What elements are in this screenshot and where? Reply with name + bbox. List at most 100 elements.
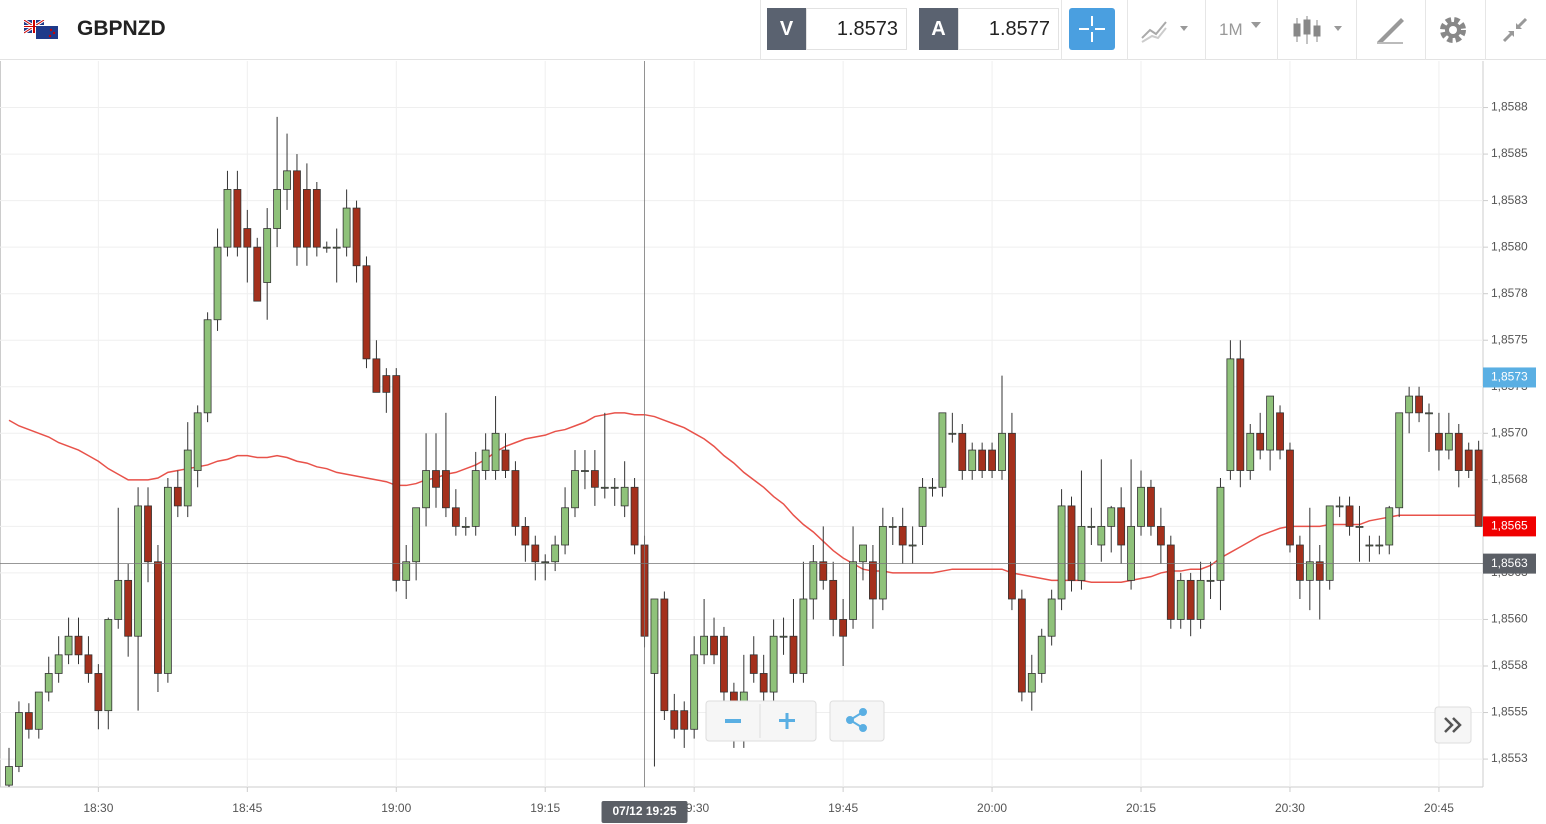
candle-body	[581, 470, 589, 472]
candle-body	[233, 189, 242, 248]
flag-icon	[24, 20, 58, 39]
candle-body	[124, 579, 133, 637]
candle-style-button[interactable]	[1290, 14, 1346, 46]
candle-body	[193, 412, 202, 471]
buy-label[interactable]: A	[919, 8, 958, 50]
candle-body	[938, 412, 947, 488]
candle-body	[1454, 432, 1463, 471]
timeframe[interactable]: 1M	[1219, 20, 1243, 39]
crosshair-y-label: 1,8563	[1491, 556, 1528, 570]
candle-body	[1435, 432, 1443, 451]
toolbar: GBPNZD V 1.8573 A 1.8577 1M	[0, 0, 1546, 60]
candle-body	[412, 507, 421, 563]
x-tick-label: 18:45	[232, 801, 262, 815]
candle-body	[15, 712, 23, 767]
candle-body	[561, 507, 569, 546]
candle-body	[24, 712, 33, 730]
candle-body	[203, 319, 212, 414]
candle-body	[1425, 412, 1433, 415]
candle-body	[759, 673, 768, 693]
candle-body	[1067, 505, 1076, 581]
price-marker-label: 1,8565	[1491, 519, 1528, 533]
candle-body	[1008, 432, 1016, 600]
candle-body	[1325, 505, 1334, 581]
candle-body	[1345, 505, 1354, 527]
candle-body	[998, 432, 1006, 471]
candle-body	[461, 525, 470, 528]
candle-body	[1415, 395, 1423, 414]
candle-body	[1286, 449, 1294, 546]
candle-body	[888, 525, 897, 528]
y-tick-label: 1,8555	[1491, 705, 1528, 719]
scroll-right-button[interactable]	[1434, 706, 1472, 744]
chart-type-button[interactable]	[1140, 16, 1194, 44]
candle-body	[451, 507, 460, 527]
candle-body	[710, 635, 718, 656]
candle-body	[620, 486, 629, 507]
zoom-controls	[705, 700, 885, 742]
candle-body	[531, 544, 540, 563]
candle-body	[1047, 598, 1056, 637]
crosshair-x-marker	[601, 801, 688, 823]
candle-body	[263, 228, 272, 283]
candle-body	[779, 635, 788, 638]
candle-body	[1444, 432, 1453, 451]
zoom-in-button[interactable]	[779, 713, 795, 729]
candle-body	[422, 470, 430, 509]
x-tick-label: 20:30	[1275, 801, 1305, 815]
candle-body	[283, 170, 291, 190]
candle-body	[44, 673, 53, 693]
candle-body	[839, 619, 848, 637]
candle-body	[243, 228, 252, 248]
candle-body	[372, 358, 381, 393]
candle-body	[660, 598, 669, 712]
candle-body	[1405, 395, 1414, 414]
candle-body	[1246, 432, 1255, 471]
candle-body	[54, 654, 63, 674]
candle-body	[1335, 505, 1344, 508]
settings-button[interactable]	[1438, 15, 1468, 45]
candle-body	[898, 525, 907, 546]
candle-body	[1127, 525, 1135, 581]
sell-label[interactable]: V	[767, 8, 806, 50]
candle-body	[312, 189, 321, 248]
y-tick-label: 1,8583	[1491, 193, 1528, 207]
zoom-out-button[interactable]	[725, 719, 741, 723]
candle-body	[700, 635, 708, 656]
candle-body	[223, 189, 232, 248]
sell-price[interactable]: 1.8573	[806, 8, 907, 50]
candle-body	[1266, 395, 1275, 451]
candle-body	[610, 486, 619, 489]
crosshair-button[interactable]	[1069, 8, 1115, 50]
share-button[interactable]	[829, 700, 885, 742]
candle-body	[551, 544, 560, 563]
candle-body	[1385, 507, 1394, 546]
price-marker	[1483, 516, 1536, 537]
x-tick-label: 20:45	[1424, 801, 1454, 815]
candle-body	[918, 486, 927, 527]
candle-body	[94, 673, 103, 712]
candle-body	[1077, 525, 1086, 581]
candle-body	[988, 449, 996, 471]
x-tick-label: 19:15	[530, 801, 560, 815]
candle-body	[928, 486, 937, 489]
candle-body	[1186, 579, 1195, 620]
candle-body	[74, 635, 83, 656]
candle-body	[382, 375, 391, 393]
candle-body	[849, 561, 857, 620]
candle-body	[1395, 412, 1404, 509]
candle-body	[332, 246, 341, 249]
candle-body	[521, 525, 530, 546]
candle-body	[1256, 432, 1265, 451]
y-tick-label: 1,8570	[1491, 425, 1528, 439]
buy-price[interactable]: 1.8577	[958, 8, 1059, 50]
candle-body	[670, 710, 679, 730]
candle-body	[183, 449, 192, 507]
collapse-button[interactable]	[1500, 15, 1530, 45]
candle-body	[1236, 358, 1245, 471]
candle-body	[501, 449, 510, 471]
candle-body	[571, 470, 579, 509]
drawing-button[interactable]	[1374, 15, 1406, 45]
